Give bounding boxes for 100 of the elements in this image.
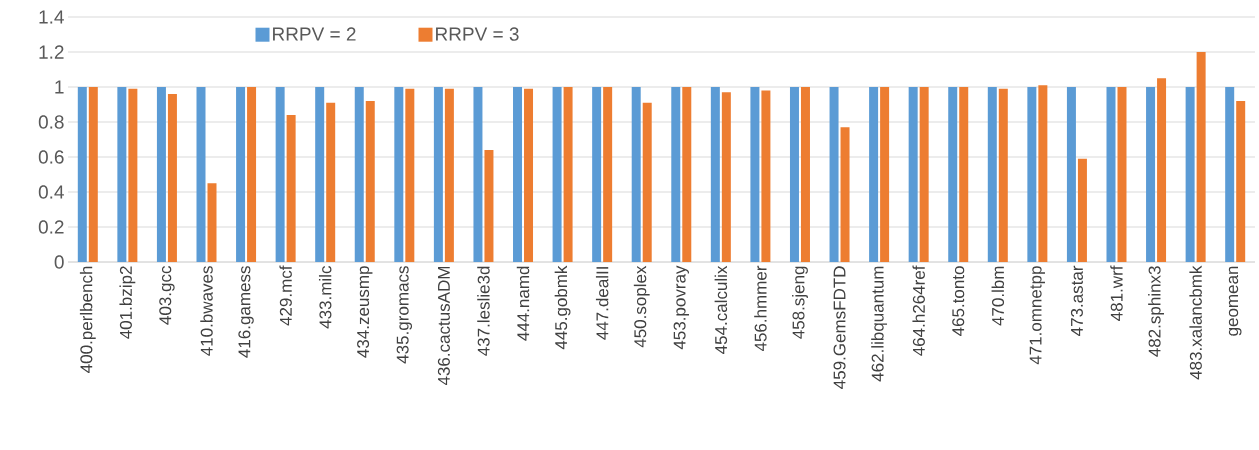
x-tick-label: 456.hmmer — [754, 265, 767, 352]
bar — [869, 86, 879, 262]
x-tick-label: 453.povray — [673, 265, 689, 350]
bar — [156, 86, 166, 262]
y-tick-label: 0.2 — [38, 220, 64, 234]
x-tick-label: 450.soplex — [633, 265, 650, 348]
x-tick-label: 416.gamess — [238, 266, 254, 358]
x-tick-label: 437.leslie3d — [477, 266, 490, 356]
y-tick-label: 1.4 — [39, 10, 64, 24]
bar — [1196, 52, 1206, 262]
bar — [671, 86, 681, 262]
bar — [603, 86, 613, 262]
bar — [433, 86, 443, 262]
x-tick-label: 481.wrf — [1110, 265, 1123, 321]
x-tick-label: 401.bzip2 — [119, 266, 136, 339]
bar — [998, 88, 1008, 262]
bar — [405, 88, 415, 262]
y-tick-label: 0.8 — [38, 115, 64, 129]
x-tick-label: 436.cactusADM — [437, 266, 450, 386]
bar — [286, 115, 296, 262]
x-tick-label: 433.milc — [318, 265, 332, 329]
bar — [354, 86, 364, 262]
bar — [750, 86, 760, 262]
bar — [1038, 85, 1048, 262]
bar — [1225, 86, 1235, 262]
x-tick-label: 483.xalancbmk — [1189, 265, 1202, 380]
bar — [1146, 86, 1156, 262]
bar — [721, 92, 731, 262]
bar — [394, 86, 404, 262]
bar — [631, 86, 641, 262]
x-tick-label: 462.libquantum — [871, 266, 888, 382]
y-tick-label: 0.4 — [38, 185, 64, 199]
x-tick-label: 459.GemsFDTD — [833, 266, 846, 389]
x-tick-label: 473.astar — [1070, 265, 1083, 337]
x-tick-label: 444.namd — [516, 266, 530, 341]
legend-label: RRPV = 3 — [436, 27, 519, 41]
bar — [196, 86, 206, 262]
bar — [552, 86, 562, 262]
bar — [1077, 158, 1087, 262]
x-tick-label: 471.omnetpp — [1029, 266, 1045, 365]
x-tick-label: 400.perlbench — [79, 266, 96, 373]
bar — [948, 86, 958, 262]
bar — [789, 86, 799, 262]
bar — [88, 86, 98, 262]
bar — [473, 86, 483, 262]
x-tick-label: geomean — [1228, 266, 1242, 336]
x-tick-label: 465.tonto — [952, 266, 965, 337]
bar — [365, 100, 375, 262]
x-tick-label: 458.sjeng — [792, 266, 808, 339]
bar — [444, 88, 454, 262]
bar — [1185, 86, 1195, 262]
bar — [987, 86, 997, 262]
bar — [800, 86, 810, 262]
x-tick-label: 447.dealII — [595, 267, 609, 340]
bar — [484, 149, 494, 262]
bar — [592, 86, 602, 262]
bar — [128, 88, 138, 262]
bar — [77, 86, 87, 262]
x-tick-label: 434.zeusmp — [357, 266, 373, 358]
bar — [326, 102, 336, 262]
bar — [247, 86, 257, 262]
y-tick-label: 1.2 — [39, 45, 64, 59]
bar — [167, 94, 177, 262]
x-tick-label: 410.bwaves — [200, 266, 213, 356]
bar — [524, 88, 534, 262]
bar — [513, 86, 523, 262]
bar — [710, 86, 720, 262]
x-tick-label: 435.gromacs — [396, 266, 413, 364]
legend-label: RRPV = 2 — [273, 27, 356, 41]
bar — [761, 90, 771, 262]
bar — [236, 86, 246, 262]
bar — [1106, 86, 1116, 262]
y-tick-label: 1 — [55, 80, 64, 94]
x-tick-label: 403.gcc — [159, 265, 175, 325]
x-tick-label: 429.mcf — [279, 265, 292, 326]
bar — [315, 86, 325, 262]
x-tick-label: 482.sphinx3 — [1148, 266, 1164, 357]
bar — [880, 86, 890, 262]
bar — [1066, 86, 1076, 262]
bar — [1117, 86, 1127, 262]
bar — [1027, 86, 1037, 262]
bar — [207, 183, 217, 262]
bar — [275, 86, 285, 262]
y-tick-label: 0.6 — [38, 150, 64, 164]
bar — [829, 86, 839, 262]
bar — [1157, 78, 1167, 262]
bar — [908, 86, 918, 262]
x-tick-label: 464.h264ref — [912, 265, 925, 356]
y-tick-label: 0 — [54, 255, 64, 269]
bar — [1236, 100, 1246, 262]
x-tick-label: 445.gobmk — [554, 265, 571, 350]
x-tick-label: 470.lbm — [991, 266, 1005, 326]
bar — [959, 86, 969, 262]
bar — [919, 86, 929, 262]
bar — [840, 127, 850, 262]
bar — [563, 86, 573, 262]
bar — [642, 102, 652, 262]
x-tick-label: 454.calculix — [714, 265, 728, 354]
bar — [682, 86, 692, 262]
bar — [117, 86, 127, 262]
